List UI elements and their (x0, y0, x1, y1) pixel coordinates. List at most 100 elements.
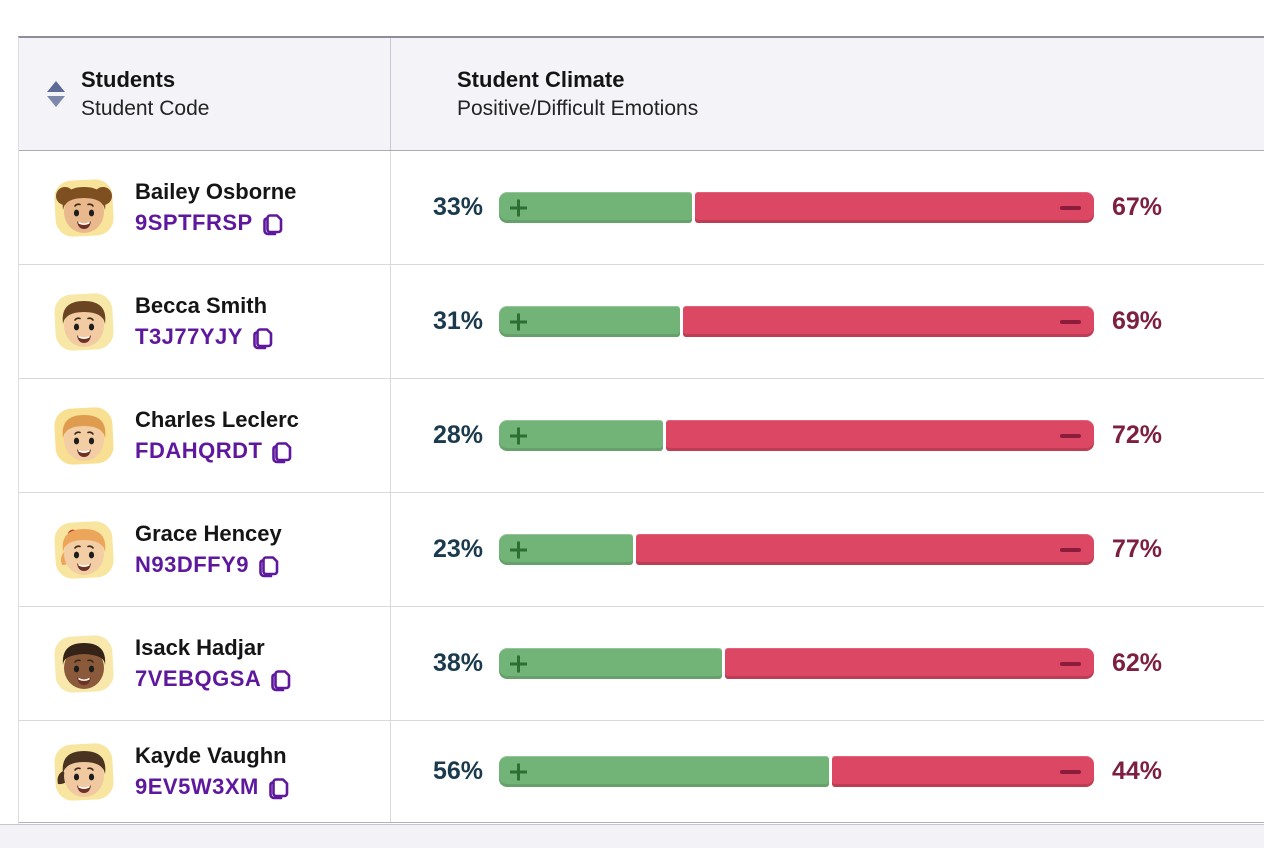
student-name: Charles Leclerc (135, 407, 299, 432)
copy-icon[interactable] (252, 323, 277, 350)
student-text: Charles Leclerc FDAHQRDT (135, 407, 299, 464)
student-name: Bailey Osborne (135, 179, 297, 204)
sort-arrows-icon[interactable] (47, 81, 65, 107)
table-header-row: Students Student Code Student Climate Po… (19, 38, 1264, 151)
student-code: T3J77YJY (135, 323, 243, 349)
student-code-line: 9SPTFRSP (135, 209, 296, 236)
negative-percentage: 72% (1112, 421, 1163, 449)
plus-icon (510, 541, 527, 558)
positive-bar-segment (499, 192, 693, 223)
student-code: N93DFFY9 (135, 551, 250, 577)
plus-icon (510, 313, 527, 330)
copy-icon[interactable] (270, 665, 295, 692)
student-name: Isack Hadjar (135, 635, 265, 660)
positive-bar-segment (499, 648, 723, 679)
negative-bar-segment (725, 648, 1094, 679)
negative-percentage: 67% (1112, 193, 1163, 221)
copy-icon[interactable] (262, 209, 287, 236)
student-avatar-boy-brown-hair (51, 289, 117, 355)
student-avatar-boy-orange-hair (51, 403, 117, 469)
climate-cell: 33% 67% (391, 151, 1264, 264)
minus-icon (1060, 433, 1081, 438)
positive-bar-segment (499, 420, 663, 451)
positive-percentage: 38% (432, 649, 483, 677)
negative-bar-segment (832, 756, 1094, 787)
next-section-cutoff (0, 824, 1264, 848)
copy-icon[interactable] (258, 551, 283, 578)
student-cell: Kayde Vaughn 9EV5W3XM (19, 721, 391, 822)
climate-cell: 28% 72% (391, 379, 1264, 492)
student-cell: Grace Hencey N93DFFY9 (19, 493, 391, 606)
table-row: Charles Leclerc FDAHQRDT 28% (19, 379, 1264, 493)
student-text: Kayde Vaughn 9EV5W3XM (135, 743, 293, 800)
negative-percentage: 62% (1112, 649, 1163, 677)
table-row: Isack Hadjar 7VEBQGSA 38% (19, 607, 1264, 721)
students-table: Students Student Code Student Climate Po… (18, 36, 1264, 848)
positive-bar-segment (499, 306, 681, 337)
plus-icon (510, 427, 527, 444)
header-climate-text: Student Climate Positive/Difficult Emoti… (457, 65, 698, 123)
student-cell: Isack Hadjar 7VEBQGSA (19, 607, 391, 720)
student-code: 7VEBQGSA (135, 665, 262, 691)
student-avatar-girl-with-buns (51, 175, 117, 241)
copy-icon[interactable] (268, 773, 293, 800)
table-row: Becca Smith T3J77YJY 31% (19, 265, 1264, 379)
student-code: 9SPTFRSP (135, 209, 253, 235)
student-name: Grace Hencey (135, 521, 282, 546)
table-row: Bailey Osborne 9SPTFRSP 33% (19, 151, 1264, 265)
plus-icon (510, 763, 527, 780)
student-code-line: 9EV5W3XM (135, 773, 293, 800)
student-cell: Bailey Osborne 9SPTFRSP (19, 151, 391, 264)
student-name: Becca Smith (135, 293, 268, 318)
table-row: Kayde Vaughn 9EV5W3XM 56% (19, 721, 1264, 823)
climate-cell: 23% 77% (391, 493, 1264, 606)
header-students-text: Students Student Code (81, 65, 209, 123)
student-name: Kayde Vaughn (135, 743, 287, 768)
positive-bar-segment (499, 534, 633, 565)
minus-icon (1060, 661, 1081, 666)
sort-ascending-icon (47, 81, 65, 92)
student-text: Isack Hadjar 7VEBQGSA (135, 635, 295, 692)
positive-percentage: 28% (432, 421, 483, 449)
negative-bar-segment (683, 306, 1094, 337)
positive-bar-segment (499, 756, 830, 787)
student-code-line: 7VEBQGSA (135, 665, 295, 692)
plus-icon (510, 655, 527, 672)
student-cell: Becca Smith T3J77YJY (19, 265, 391, 378)
climate-cell: 31% 69% (391, 265, 1264, 378)
student-avatar-girl-ponytail (51, 739, 117, 805)
negative-bar-segment (665, 420, 1094, 451)
students-column-subtitle: Student Code (81, 96, 210, 120)
negative-percentage: 69% (1112, 307, 1163, 335)
emotion-bar (499, 534, 1094, 565)
student-code-line: T3J77YJY (135, 323, 277, 350)
student-cell: Charles Leclerc FDAHQRDT (19, 379, 391, 492)
positive-percentage: 56% (432, 757, 483, 785)
table-body: Bailey Osborne 9SPTFRSP 33% (19, 151, 1264, 823)
minus-icon (1060, 769, 1081, 774)
sort-descending-icon (47, 96, 65, 107)
climate-cell: 38% 62% (391, 607, 1264, 720)
negative-percentage: 44% (1112, 757, 1163, 785)
student-avatar-boy-dark-skin (51, 631, 117, 697)
positive-percentage: 23% (432, 535, 483, 563)
minus-icon (1060, 547, 1081, 552)
positive-percentage: 31% (432, 307, 483, 335)
negative-percentage: 77% (1112, 535, 1163, 563)
table-row: Grace Hencey N93DFFY9 23% (19, 493, 1264, 607)
student-text: Grace Hencey N93DFFY9 (135, 521, 283, 578)
header-students-column: Students Student Code (19, 38, 391, 150)
student-code: 9EV5W3XM (135, 773, 259, 799)
student-code: FDAHQRDT (135, 437, 263, 463)
copy-icon[interactable] (271, 437, 296, 464)
student-text: Becca Smith T3J77YJY (135, 293, 277, 350)
plus-icon (510, 199, 527, 216)
emotion-bar (499, 192, 1094, 223)
positive-percentage: 33% (432, 193, 483, 221)
emotion-bar (499, 306, 1094, 337)
header-climate-column: Student Climate Positive/Difficult Emoti… (391, 38, 1264, 150)
negative-bar-segment (635, 534, 1094, 565)
student-avatar-girl-with-bow (51, 517, 117, 583)
minus-icon (1060, 319, 1081, 324)
